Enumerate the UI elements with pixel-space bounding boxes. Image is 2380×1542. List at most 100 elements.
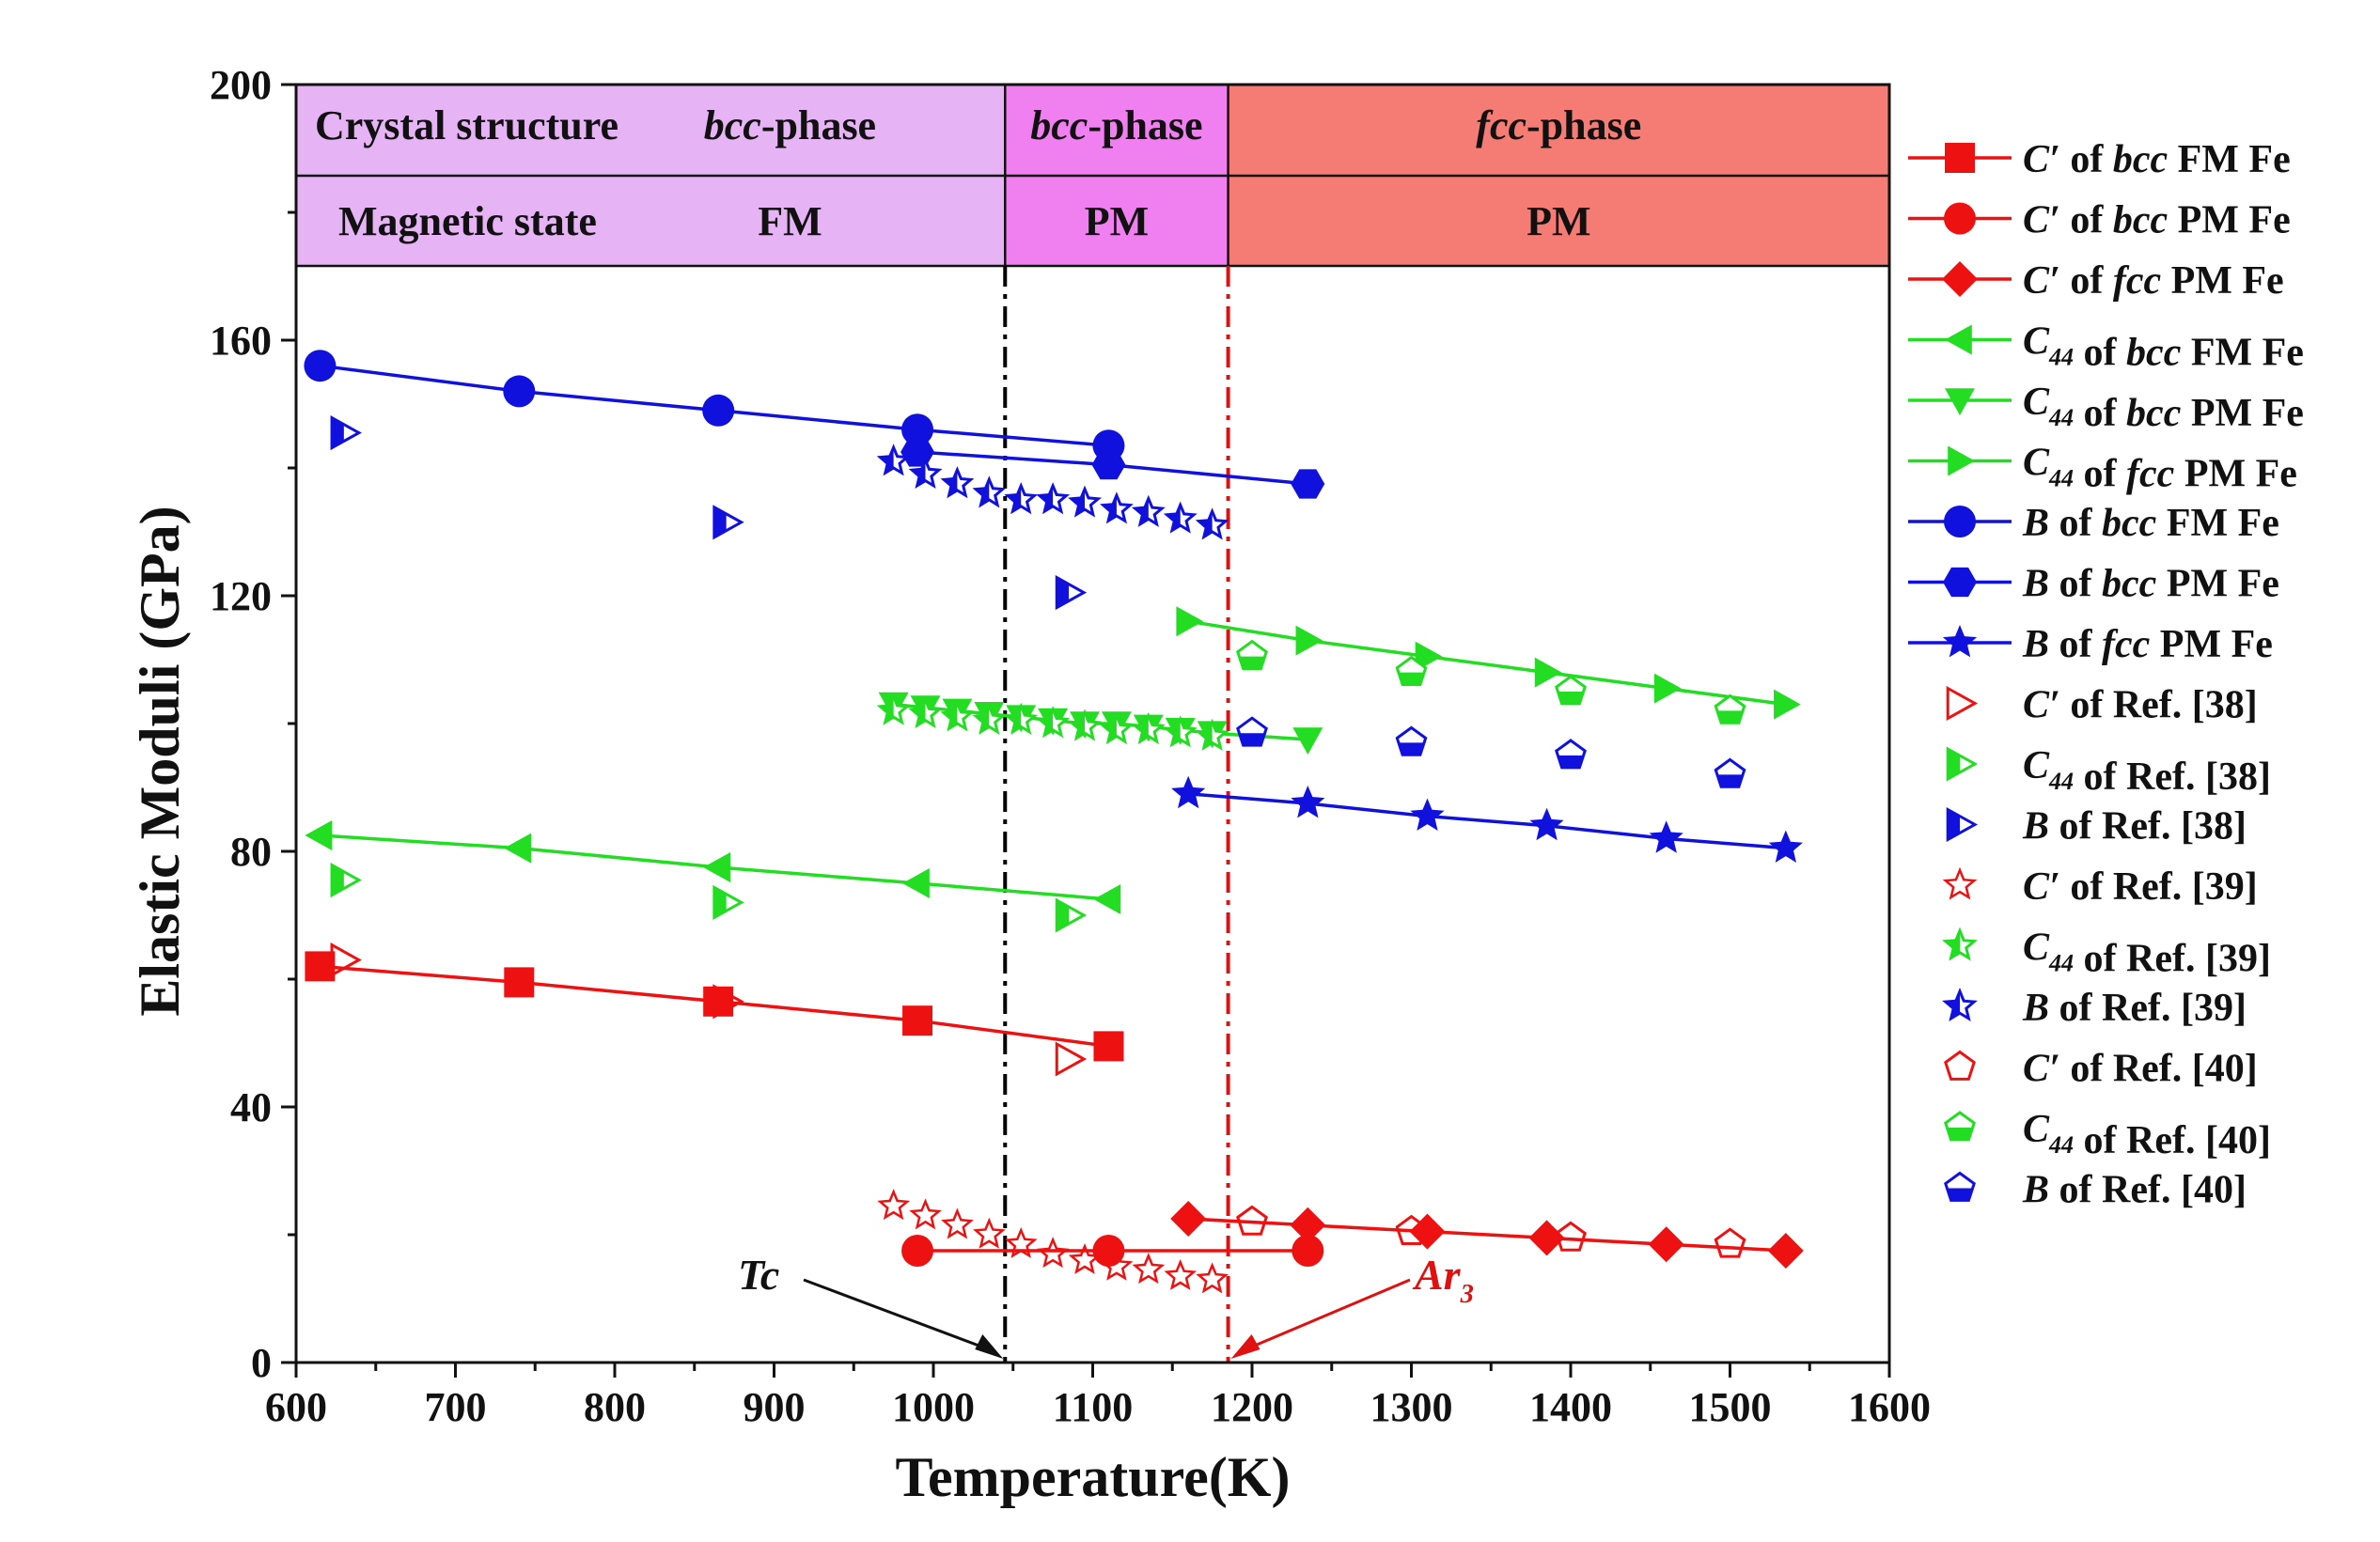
magnetic-state-row-label: Magnetic state bbox=[338, 198, 597, 244]
legend-entry: C44 of bcc FM Fe bbox=[1908, 320, 2304, 375]
y-tick-label: 160 bbox=[210, 318, 272, 364]
legend-label: C′ of Ref. [40] bbox=[2023, 1048, 2258, 1091]
phase-label: bcc-phase bbox=[1030, 102, 1202, 148]
legend-label: C′ of Ref. [39] bbox=[2023, 865, 2258, 909]
legend-label: B of bcc FM Fe bbox=[2022, 502, 2279, 545]
data-point-fill bbox=[1071, 489, 1086, 515]
data-point-fill bbox=[976, 479, 990, 506]
legend: C′ of bcc FM Fe C′ of bcc PM Fe C′ of fcc … bbox=[1908, 138, 2304, 1212]
x-tick-label: 1500 bbox=[1689, 1384, 1772, 1430]
data-point bbox=[1093, 884, 1121, 914]
data-point bbox=[1068, 1242, 1102, 1274]
data-point bbox=[1395, 1214, 1428, 1245]
legend-entry: C′ of Ref. [39] bbox=[1942, 865, 2258, 909]
series-14 bbox=[876, 444, 1229, 540]
data-point-fill bbox=[1103, 495, 1117, 522]
y-tick-label: 200 bbox=[210, 62, 272, 108]
ar3-arrowhead bbox=[1230, 1334, 1260, 1359]
legend-marker bbox=[1942, 261, 1978, 297]
phase-label: bcc-phase bbox=[704, 102, 876, 148]
y-tick-label: 0 bbox=[251, 1340, 272, 1386]
ar3-label: Ar3 bbox=[1412, 1251, 1474, 1309]
legend-marker bbox=[1945, 324, 1972, 355]
x-tick-label: 1600 bbox=[1848, 1384, 1931, 1430]
legend-marker bbox=[1944, 202, 1976, 235]
data-point-fill bbox=[1239, 733, 1265, 746]
data-point-fill bbox=[332, 417, 344, 448]
x-tick-label: 1400 bbox=[1529, 1384, 1612, 1430]
series-17 bbox=[1236, 716, 1746, 788]
data-point-fill bbox=[1135, 498, 1149, 524]
legend-marker bbox=[1943, 567, 1977, 598]
data-point-fill bbox=[976, 706, 990, 732]
data-point bbox=[1092, 1235, 1125, 1267]
series-0 bbox=[305, 951, 1124, 1062]
data-point-fill bbox=[1008, 706, 1022, 732]
x-tick-label: 700 bbox=[425, 1384, 487, 1430]
legend-marker bbox=[1944, 1050, 1976, 1081]
data-point bbox=[503, 375, 536, 408]
axes: 600 700 800 900 1000 1100 1200 1300 1400 1500 1600… bbox=[129, 62, 1931, 1508]
legend-label: B of Ref. [40] bbox=[2022, 1169, 2247, 1212]
data-point bbox=[1528, 1220, 1565, 1256]
data-point bbox=[712, 984, 744, 1020]
x-tick-label: 1100 bbox=[1053, 1384, 1134, 1430]
data-point bbox=[1093, 1031, 1124, 1062]
legend-marker-fill bbox=[1945, 991, 1960, 1019]
data-point bbox=[703, 986, 734, 1017]
ar3-arrow bbox=[1240, 1278, 1411, 1353]
legend-marker-fill bbox=[1945, 930, 1960, 958]
data-point bbox=[1292, 727, 1323, 755]
series-12 bbox=[877, 1189, 1229, 1294]
data-point-fill bbox=[1057, 577, 1070, 608]
data-point-fill bbox=[944, 470, 958, 496]
magnetic-state-label: PM bbox=[1527, 198, 1590, 244]
data-point-fill bbox=[912, 459, 926, 486]
data-point bbox=[1649, 820, 1683, 853]
data-point bbox=[1774, 689, 1801, 720]
series-11 bbox=[330, 415, 1088, 611]
magnetic-state-label: PM bbox=[1085, 198, 1149, 244]
data-point bbox=[909, 1198, 942, 1230]
series-10 bbox=[330, 863, 1088, 933]
series-15 bbox=[1236, 1205, 1746, 1258]
tc-arrowhead bbox=[975, 1334, 1004, 1359]
data-point bbox=[1170, 1201, 1207, 1237]
legend-marker-fill bbox=[1948, 809, 1960, 840]
data-point-fill bbox=[713, 887, 727, 918]
data-point-fill bbox=[880, 696, 894, 723]
data-point bbox=[1004, 1226, 1038, 1258]
data-point bbox=[1292, 1235, 1324, 1267]
data-point bbox=[305, 951, 336, 982]
data-point bbox=[1036, 1237, 1070, 1269]
data-point bbox=[1132, 1253, 1166, 1285]
data-point bbox=[330, 942, 362, 978]
data-point bbox=[1295, 625, 1323, 656]
legend-label: C44 of Ref. [38] bbox=[2023, 744, 2271, 799]
data-point bbox=[1164, 1258, 1198, 1290]
series-16 bbox=[1236, 639, 1746, 724]
tc-label: Tc bbox=[738, 1251, 779, 1299]
data-point bbox=[1410, 798, 1445, 831]
legend-entry: C44 of Ref. [39] bbox=[1942, 927, 2271, 981]
data-point-fill bbox=[880, 447, 894, 474]
legend-marker bbox=[1945, 388, 1975, 415]
data-point bbox=[1555, 1221, 1587, 1252]
legend-entry: C′ of Ref. [40] bbox=[1944, 1048, 2258, 1091]
data-point bbox=[941, 1207, 974, 1239]
data-point bbox=[1176, 606, 1204, 637]
data-point-fill bbox=[912, 699, 926, 725]
legend-marker-fill bbox=[1948, 749, 1960, 779]
data-point-fill bbox=[1558, 692, 1584, 704]
legend-entry: C44 of Ref. [40] bbox=[1944, 1108, 2271, 1162]
x-tick-label: 800 bbox=[584, 1384, 646, 1430]
series-1 bbox=[901, 1235, 1324, 1267]
series-3 bbox=[305, 820, 1121, 914]
legend-label: B of bcc PM Fe bbox=[2022, 563, 2279, 606]
data-point-fill bbox=[1039, 709, 1054, 736]
data-point bbox=[504, 967, 535, 998]
data-point bbox=[1196, 1262, 1229, 1294]
legend-entry: C′ of fcc PM Fe bbox=[1908, 259, 2284, 303]
data-point-fill bbox=[1008, 486, 1022, 512]
legend-label: C44 of bcc PM Fe bbox=[2023, 381, 2304, 435]
